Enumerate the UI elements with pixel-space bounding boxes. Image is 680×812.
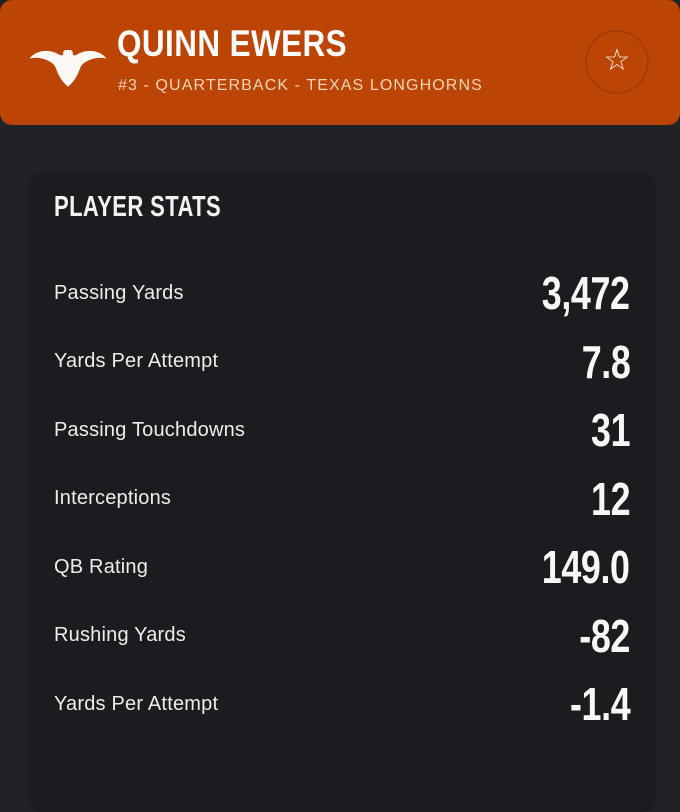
stat-value: 149.0	[542, 541, 630, 594]
player-meta: #3 - QUARTERBACK - TEXAS LONGHORNS	[118, 77, 483, 94]
stat-value: 31	[590, 404, 631, 457]
stat-row-qb-rating: QB Rating 149.0	[54, 533, 630, 602]
stat-value: 7.8	[581, 335, 630, 388]
texas-longhorns-logo-icon	[28, 41, 108, 96]
player-name: QUINN EWERS	[117, 23, 348, 64]
player-header: QUINN EWERS #3 - QUARTERBACK - TEXAS LON…	[0, 0, 680, 125]
stat-row-passing-yards: Passing Yards 3,472	[54, 259, 630, 328]
stat-label: Passing Yards	[54, 281, 184, 304]
stat-value: -82	[579, 609, 630, 662]
stat-value: 3,472	[542, 267, 630, 320]
stat-label: Rushing Yards	[54, 624, 186, 647]
stat-row-rushing-yards: Rushing Yards -82	[54, 602, 630, 671]
stat-label: QB Rating	[54, 555, 149, 578]
star-outline-icon: ☆	[603, 44, 631, 77]
stats-card-title: PLAYER STATS	[54, 191, 222, 223]
stat-label: Yards Per Attempt	[54, 350, 219, 373]
stat-value: -1.4	[569, 678, 631, 731]
player-stats-card: PLAYER STATS Passing Yards 3,472 Yards P…	[28, 172, 656, 812]
favorite-button[interactable]: ☆	[585, 30, 649, 94]
stats-rows: Passing Yards 3,472 Yards Per Attempt 7.…	[54, 259, 630, 739]
stat-value: 12	[590, 472, 631, 525]
stat-row-rushing-yards-per-attempt: Yards Per Attempt -1.4	[54, 670, 630, 739]
stat-row-interceptions: Interceptions 12	[54, 465, 630, 534]
stat-label: Yards Per Attempt	[54, 692, 219, 715]
stat-label: Passing Touchdowns	[54, 418, 246, 441]
stat-row-yards-per-attempt: Yards Per Attempt 7.8	[54, 328, 630, 397]
stat-label: Interceptions	[54, 487, 172, 510]
stat-row-passing-touchdowns: Passing Touchdowns 31	[54, 396, 630, 465]
